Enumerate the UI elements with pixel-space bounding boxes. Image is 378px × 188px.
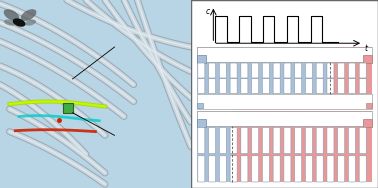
- FancyBboxPatch shape: [294, 156, 302, 182]
- Text: c: c: [205, 7, 209, 16]
- FancyBboxPatch shape: [284, 156, 291, 182]
- FancyBboxPatch shape: [349, 127, 355, 154]
- FancyBboxPatch shape: [349, 79, 355, 94]
- FancyBboxPatch shape: [338, 156, 345, 182]
- Ellipse shape: [21, 9, 36, 21]
- FancyBboxPatch shape: [327, 63, 334, 78]
- FancyBboxPatch shape: [273, 79, 280, 94]
- FancyBboxPatch shape: [294, 79, 302, 94]
- FancyBboxPatch shape: [349, 63, 355, 78]
- FancyBboxPatch shape: [316, 127, 323, 154]
- FancyBboxPatch shape: [230, 127, 237, 154]
- FancyBboxPatch shape: [241, 127, 248, 154]
- FancyBboxPatch shape: [359, 63, 366, 78]
- FancyBboxPatch shape: [327, 127, 334, 154]
- FancyBboxPatch shape: [294, 63, 302, 78]
- FancyBboxPatch shape: [338, 127, 345, 154]
- FancyBboxPatch shape: [209, 156, 215, 182]
- Bar: [330, 47, 372, 94]
- FancyBboxPatch shape: [305, 127, 313, 154]
- Bar: [197, 111, 232, 182]
- Bar: [363, 119, 372, 127]
- FancyBboxPatch shape: [241, 63, 248, 78]
- FancyBboxPatch shape: [209, 127, 215, 154]
- Bar: [197, 119, 206, 127]
- FancyBboxPatch shape: [241, 79, 248, 94]
- FancyBboxPatch shape: [305, 156, 313, 182]
- FancyBboxPatch shape: [273, 127, 280, 154]
- FancyBboxPatch shape: [252, 63, 259, 78]
- FancyBboxPatch shape: [338, 79, 345, 94]
- FancyBboxPatch shape: [198, 127, 205, 154]
- FancyBboxPatch shape: [219, 127, 226, 154]
- FancyBboxPatch shape: [209, 63, 215, 78]
- Bar: [197, 94, 372, 109]
- FancyBboxPatch shape: [262, 156, 270, 182]
- FancyBboxPatch shape: [316, 79, 323, 94]
- FancyBboxPatch shape: [359, 127, 366, 154]
- FancyBboxPatch shape: [230, 63, 237, 78]
- FancyBboxPatch shape: [338, 63, 345, 78]
- FancyBboxPatch shape: [316, 63, 323, 78]
- FancyBboxPatch shape: [209, 79, 215, 94]
- Bar: [63, 103, 73, 113]
- FancyBboxPatch shape: [284, 127, 291, 154]
- FancyBboxPatch shape: [305, 79, 313, 94]
- FancyBboxPatch shape: [198, 79, 205, 94]
- FancyBboxPatch shape: [294, 127, 302, 154]
- FancyBboxPatch shape: [219, 156, 226, 182]
- FancyBboxPatch shape: [327, 156, 334, 182]
- Bar: [197, 47, 330, 94]
- FancyBboxPatch shape: [273, 63, 280, 78]
- FancyBboxPatch shape: [219, 79, 226, 94]
- FancyBboxPatch shape: [219, 63, 226, 78]
- FancyBboxPatch shape: [316, 156, 323, 182]
- Text: t: t: [365, 44, 368, 53]
- Bar: [197, 55, 206, 63]
- FancyBboxPatch shape: [273, 156, 280, 182]
- FancyBboxPatch shape: [230, 156, 237, 182]
- FancyBboxPatch shape: [241, 156, 248, 182]
- Bar: [366, 103, 372, 108]
- Bar: [197, 47, 372, 62]
- Bar: [197, 103, 203, 108]
- FancyBboxPatch shape: [198, 156, 205, 182]
- FancyBboxPatch shape: [262, 127, 270, 154]
- Ellipse shape: [4, 9, 19, 21]
- FancyBboxPatch shape: [327, 79, 334, 94]
- FancyBboxPatch shape: [284, 63, 291, 78]
- FancyBboxPatch shape: [230, 79, 237, 94]
- FancyBboxPatch shape: [284, 79, 291, 94]
- Ellipse shape: [4, 20, 15, 26]
- Bar: [197, 111, 372, 126]
- Ellipse shape: [13, 18, 25, 27]
- FancyBboxPatch shape: [262, 63, 270, 78]
- FancyBboxPatch shape: [262, 79, 270, 94]
- FancyBboxPatch shape: [359, 156, 366, 182]
- Bar: [232, 111, 372, 182]
- FancyBboxPatch shape: [349, 156, 355, 182]
- Bar: [363, 55, 372, 63]
- FancyBboxPatch shape: [305, 63, 313, 78]
- FancyBboxPatch shape: [252, 156, 259, 182]
- FancyBboxPatch shape: [359, 79, 366, 94]
- Ellipse shape: [25, 20, 36, 26]
- FancyBboxPatch shape: [252, 79, 259, 94]
- FancyBboxPatch shape: [252, 127, 259, 154]
- FancyBboxPatch shape: [198, 63, 205, 78]
